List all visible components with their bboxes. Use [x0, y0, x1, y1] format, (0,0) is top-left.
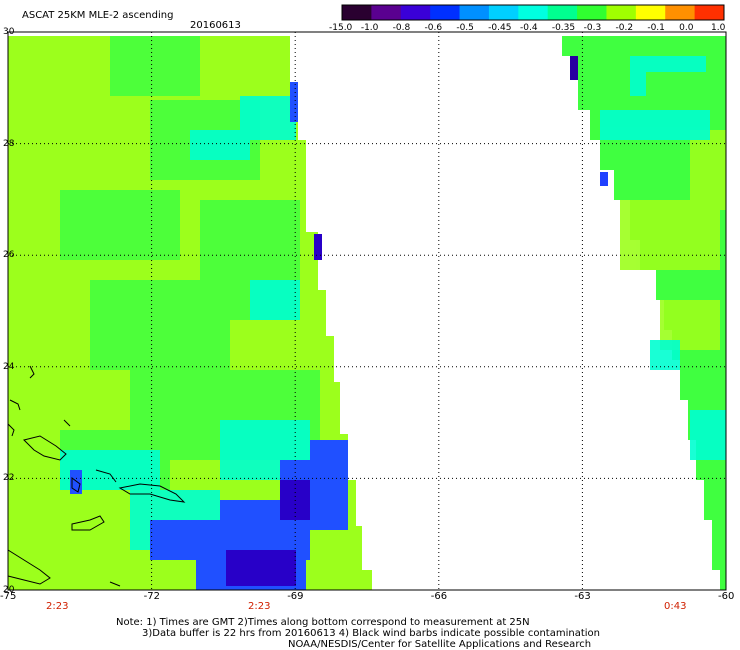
- colorbar-tick-label: -0.45: [488, 23, 512, 33]
- colorbar-segment: [488, 5, 519, 20]
- colorbar-segment: [635, 5, 666, 20]
- latitude-label: 24: [3, 361, 15, 372]
- product-title: ASCAT 25KM MLE-2 ascending: [22, 10, 174, 21]
- longitude-label: -69: [287, 591, 304, 602]
- colorbar-segment: [371, 5, 402, 20]
- colorbar-segment: [547, 5, 578, 20]
- note-line-2: 3)Data buffer is 22 hrs from 20160613 4)…: [142, 628, 600, 639]
- colorbar-segment: [400, 5, 431, 20]
- lat-lon-grid: [8, 32, 726, 590]
- east-swath: [562, 36, 726, 590]
- colorbar-tick-label: -1.0: [360, 23, 379, 33]
- time-label-2: 2:23: [248, 601, 271, 612]
- colorbar-tick-label: 0.0: [679, 23, 694, 33]
- longitude-label: -75: [0, 591, 17, 602]
- note-line-1: Note: 1) Times are GMT 2)Times along bot…: [116, 617, 530, 628]
- longitude-label: -60: [718, 591, 735, 602]
- plot-frame: [7, 31, 727, 591]
- time-label-1: 2:23: [46, 601, 69, 612]
- latitude-label: 28: [3, 138, 15, 149]
- colorbar-tick-label: -0.2: [615, 23, 634, 33]
- colorbar-tick-label: -0.6: [424, 23, 443, 33]
- colorbar-tick-label: -0.4: [520, 23, 538, 33]
- colorbar-segment: [577, 5, 607, 20]
- east-swath-blue-cell: [600, 172, 608, 186]
- note-line-3: NOAA/NESDIS/Center for Satellite Applica…: [288, 639, 592, 650]
- longitude-label: -66: [430, 591, 448, 602]
- longitude-label: -72: [143, 591, 160, 602]
- colorbar-tick-label: -0.1: [647, 23, 665, 33]
- colorbar-tick-label: -0.3: [583, 23, 602, 33]
- latitude-label: 20: [3, 585, 15, 595]
- swath-layer: [8, 36, 726, 590]
- latitude-label: 26: [3, 250, 15, 261]
- colorbar-segment: [430, 5, 461, 20]
- colorbar-tick-label: -0.5: [456, 23, 474, 33]
- colorbar-segment: [694, 5, 725, 20]
- colorbar-segment: [518, 5, 549, 20]
- longitude-label: -63: [574, 591, 591, 602]
- colorbar-segment: [342, 5, 372, 20]
- colorbar-tick-label: -0.35: [551, 23, 576, 33]
- latitude-label: 30: [3, 27, 15, 37]
- colorbar-tick-label: -0.8: [392, 23, 411, 33]
- colorbar-tick-label: 1.0: [711, 23, 726, 33]
- east-swath-cyan: [600, 56, 726, 460]
- colorbar-frame: [341, 4, 725, 21]
- colorbar-segment: [606, 5, 637, 20]
- latitude-label: 22: [3, 473, 15, 484]
- coastlines: [7, 365, 186, 587]
- east-swath-deep-cell: [570, 56, 578, 80]
- product-date: 20160613: [190, 20, 241, 31]
- time-label-3: 0:43: [664, 601, 687, 612]
- colorbar-tick-label: -15.0: [329, 23, 353, 33]
- colorbar-segment: [459, 5, 490, 20]
- colorbar-segment: [665, 5, 696, 20]
- colorbar: [341, 4, 725, 21]
